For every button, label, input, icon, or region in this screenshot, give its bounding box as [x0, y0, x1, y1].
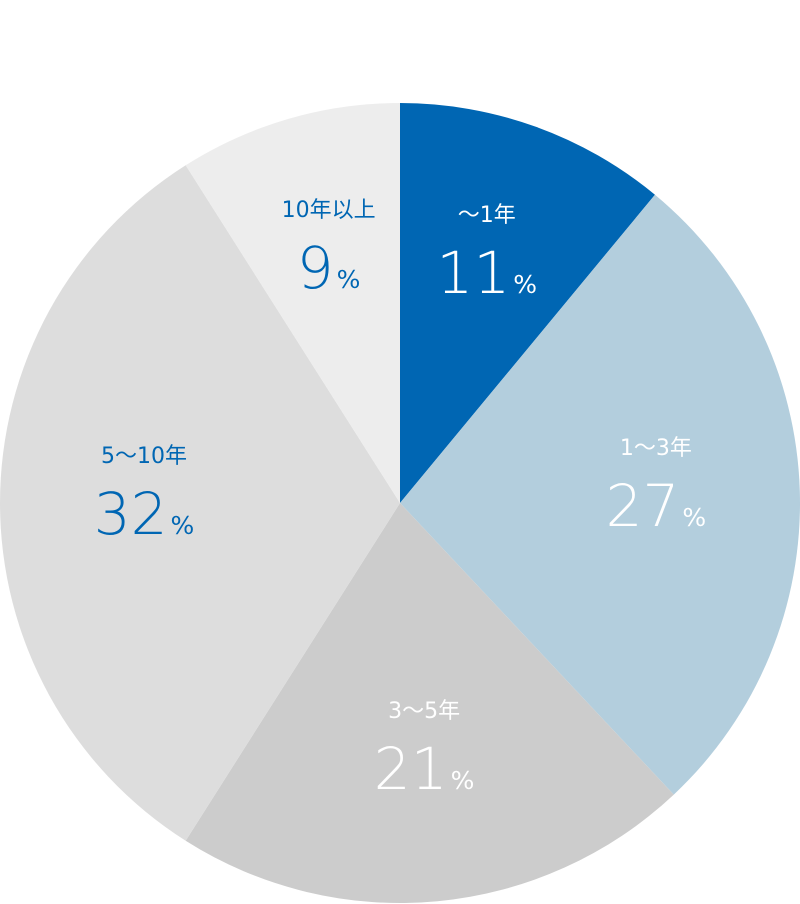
slice-percent-unit: % [171, 511, 195, 540]
slice-category-label: 3〜5年 [388, 699, 460, 724]
slice-label-group: 10年以上 9% [282, 198, 376, 302]
slice-category-label: 〜1年 [458, 203, 516, 228]
slice-label-group: 〜1年 11% [436, 203, 537, 307]
slice-percent-unit: % [451, 766, 475, 795]
slice-value-label: 11% [436, 239, 537, 307]
pie-slice [185, 503, 674, 903]
slice-label-group: 1〜3年 27% [606, 436, 707, 540]
slice-percent-number: 32 [94, 480, 168, 548]
slice-value-label: 9% [297, 234, 361, 302]
slice-percent-number: 27 [606, 472, 680, 540]
slice-percent-unit: % [337, 265, 361, 294]
slice-label-group: 3〜5年 21% [374, 699, 475, 803]
slice-value-label: 21% [374, 735, 475, 803]
pie-labels: 〜1年 11 % 1〜3年 27 % 3〜5年 21 % 5〜10年 32 % 10年以上 9% [94, 198, 706, 803]
slice-percent-unit: % [682, 503, 706, 532]
slice-category-label: 1〜3年 [620, 436, 692, 461]
slice-label-group: 5〜10年 32% [94, 444, 195, 548]
slice-percent-number: 21 [374, 735, 448, 803]
slice-value-label: 27% [606, 472, 707, 540]
slice-percent-unit: % [513, 270, 537, 299]
slice-percent-number: 11 [436, 239, 510, 307]
pie-slice [185, 103, 400, 503]
slice-value-label: 32% [94, 480, 195, 548]
slice-category-label: 5〜10年 [101, 444, 187, 469]
slice-category-label: 10年以上 [282, 198, 376, 223]
pie-slice [400, 194, 800, 795]
pie-slice [400, 103, 655, 503]
pie-slice [0, 165, 400, 841]
slice-percent-number: 9 [297, 234, 334, 302]
pie-slices [0, 103, 800, 903]
